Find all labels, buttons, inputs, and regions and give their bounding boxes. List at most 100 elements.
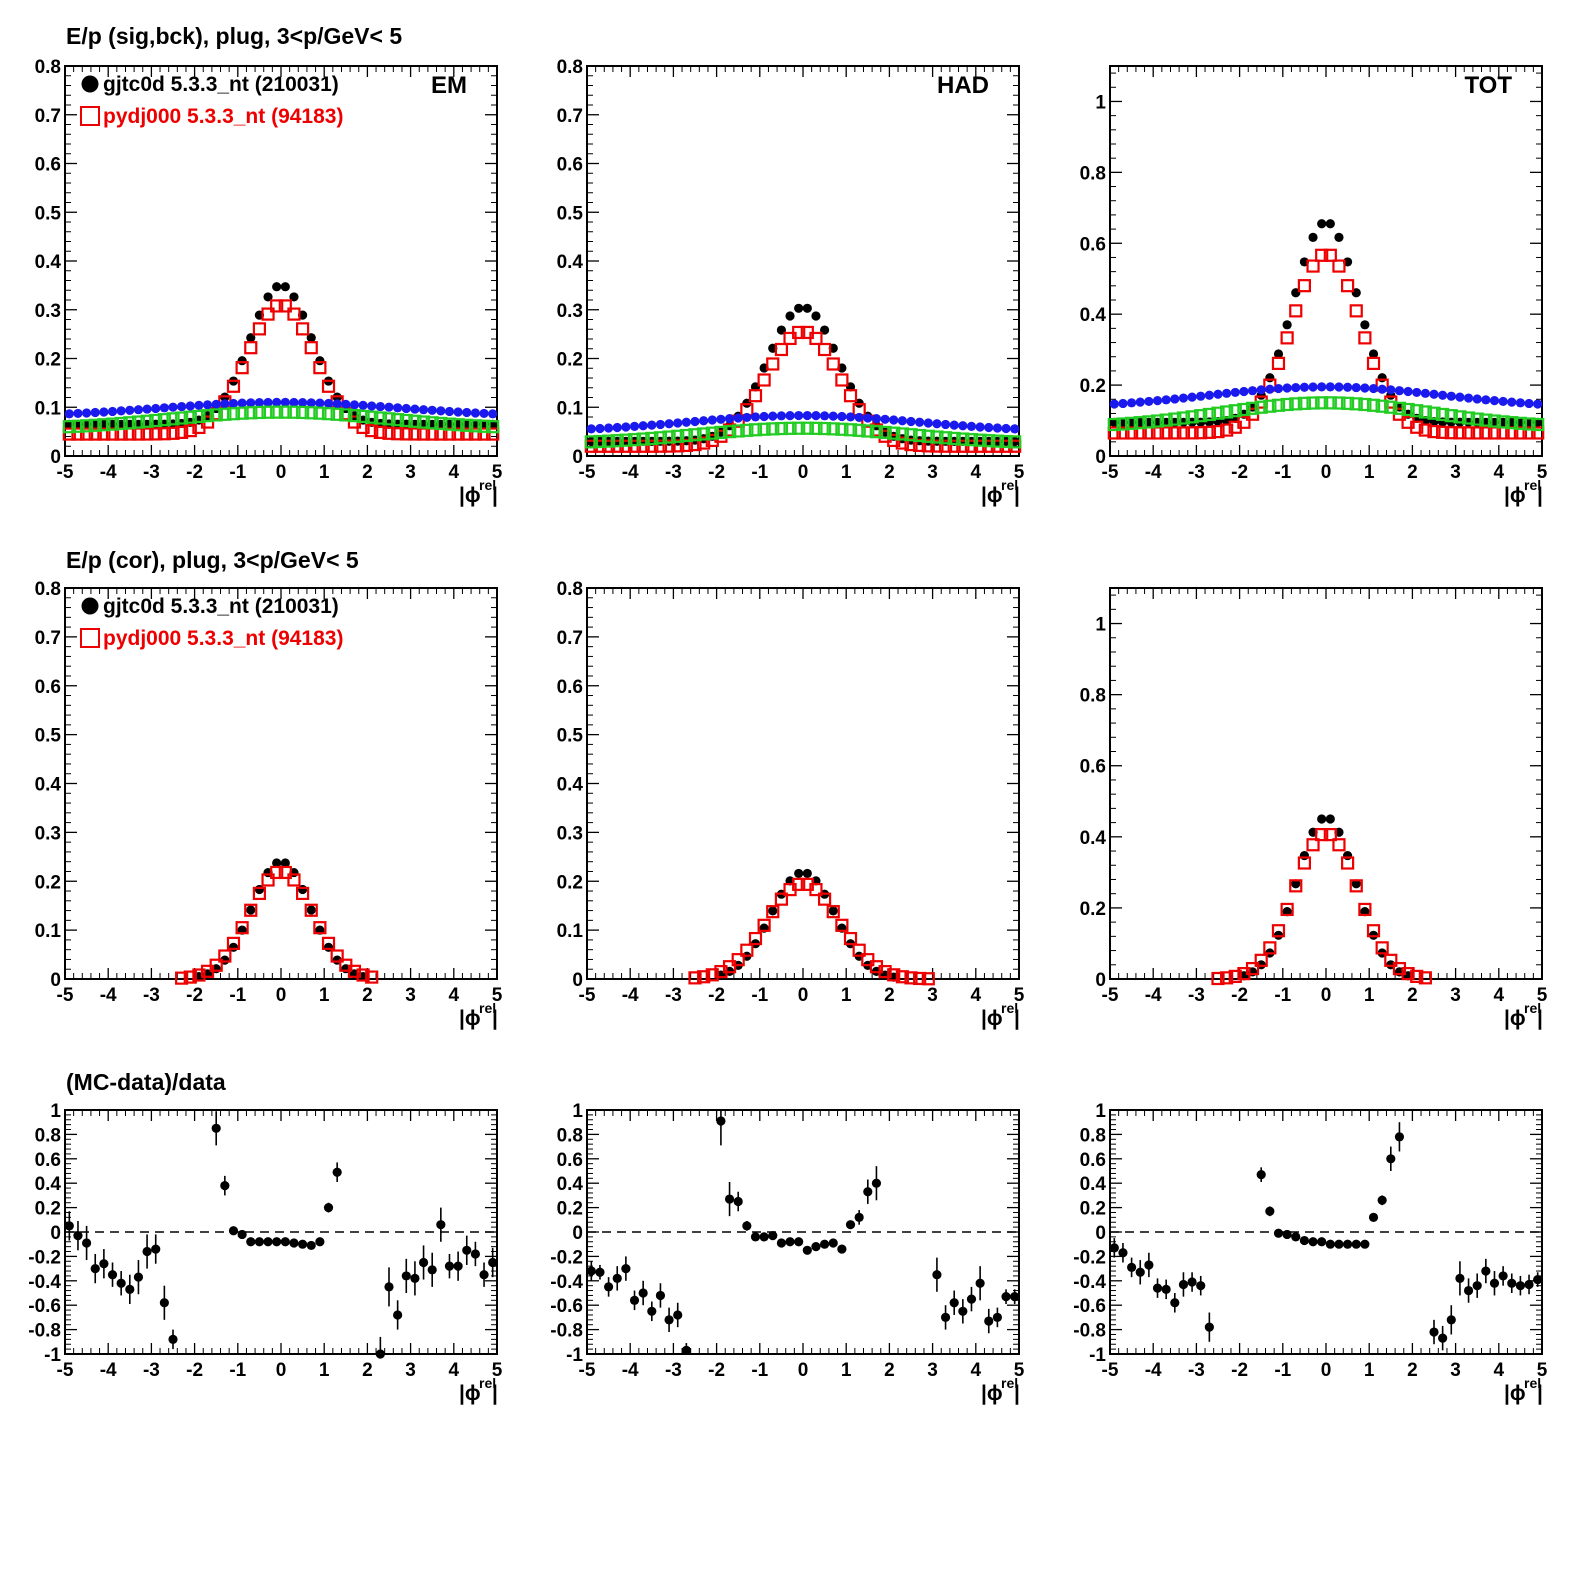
y-tick-label: 0 [50,447,61,468]
panels: -5 -4 -3 -2 -1 0 1 2 3 4 5 0 0.1 0.2 0.3 0.4 0.5 0.6 0.7 0.… [28,57,1547,1405]
data-point [1001,423,1011,434]
data-point [1334,1239,1344,1249]
legend: gjtc0d 5.3.3_nt (210031) pydj000 5.3.3_nt… [80,73,343,128]
series-1 [175,865,379,985]
data-point [401,1271,411,1281]
data-point [1273,1228,1284,1238]
data-point [486,420,500,434]
data-point [817,892,832,906]
data-point [1351,382,1361,393]
data-point [313,406,327,420]
data-point [647,420,657,430]
chart-panel-em-ratio: -5 -4 -3 -2 -1 0 1 2 3 4 5 -1 -0.8 -0.6 -0.4 -0.2 0 0.2 0.… [28,1101,502,1405]
data-point [1340,396,1355,410]
data-point [766,422,780,436]
data-point [408,427,422,441]
data-point [252,405,266,420]
x-axis-label: |ϕ [1504,1382,1526,1405]
data-point [688,437,702,452]
y-tick-label: 0.2 [557,350,583,371]
data-point [655,1290,666,1301]
data-point [1280,902,1294,917]
x-tick-label: -5 [57,985,74,1006]
x-axis-label: |ϕ [981,484,1003,507]
y-tick-label: 0.2 [35,1199,61,1220]
data-point [1263,941,1277,955]
data-point [375,401,385,412]
data-point [671,429,685,443]
data-point [783,421,797,435]
data-point [766,905,780,919]
data-point [923,418,933,428]
x-axis-label-superscript: rel [1001,477,1018,493]
data-point [766,357,780,371]
data-point [1265,1206,1275,1216]
y-tick-label: 0.8 [557,57,583,78]
data-point [1487,414,1502,428]
y-tick-label: 0.6 [35,1150,61,1171]
data-point [367,401,377,411]
y-tick-label: 0.4 [1080,828,1107,849]
data-point [627,433,642,447]
data-point [192,968,206,982]
data-point [306,1240,316,1251]
data-point [1515,1281,1525,1291]
data-point [636,432,650,446]
data-point [1418,405,1432,419]
y-tick-label: 0 [1095,1223,1106,1244]
panel-corner-label: EM [431,72,467,99]
data-point [1273,383,1284,394]
data-point [183,410,197,424]
y-tick-label: 1 [1095,1101,1106,1122]
data-point [705,968,719,982]
data-point [168,1334,178,1344]
data-point [272,397,282,407]
series-ratio [586,1110,1020,1355]
data-point [64,1221,74,1231]
data-point [1524,398,1534,409]
data-point [1401,402,1415,417]
data-point [1332,396,1346,410]
data-point [697,427,711,441]
data-point [1265,384,1275,394]
data-point [157,413,171,427]
x-tick-label: 4 [971,1360,982,1381]
data-point [1187,392,1197,402]
data-point [938,431,953,445]
data-point [1317,814,1327,824]
data-point [1420,388,1430,398]
x-tick-label: -2 [186,985,203,1006]
x-tick-label: 4 [1494,1360,1505,1381]
data-point [280,858,290,868]
data-point [315,1237,325,1247]
data-point [270,865,284,880]
data-point [209,958,223,972]
data-point [1220,405,1234,419]
data-point [399,427,413,441]
data-point [835,422,849,436]
y-tick-label: 0.7 [35,628,61,649]
data-point [1343,850,1353,861]
data-point [1245,401,1260,415]
data-point [1239,386,1249,397]
data-point [462,1245,472,1255]
panel-corner-label: TOT [1464,72,1512,99]
data-point [272,282,282,292]
data-point [1237,402,1251,417]
y-tick-label: 0.8 [35,57,61,78]
data-point [966,1294,977,1304]
x-axis-label-end: | [1537,484,1543,507]
data-point [1116,426,1130,440]
x-tick-label: -1 [751,462,768,483]
y-tick-label: 0.5 [35,203,62,224]
x-tick-label: 3 [927,462,938,483]
x-axis-label-superscript: rel [1524,1000,1541,1016]
series-2 [64,397,498,419]
y-tick-label: -0.6 [28,1296,61,1317]
y-tick-label: -0.4 [550,1272,583,1293]
data-point [235,406,249,420]
data-point [272,858,282,868]
data-point [964,433,979,447]
data-point [287,873,301,887]
data-point [690,416,700,427]
